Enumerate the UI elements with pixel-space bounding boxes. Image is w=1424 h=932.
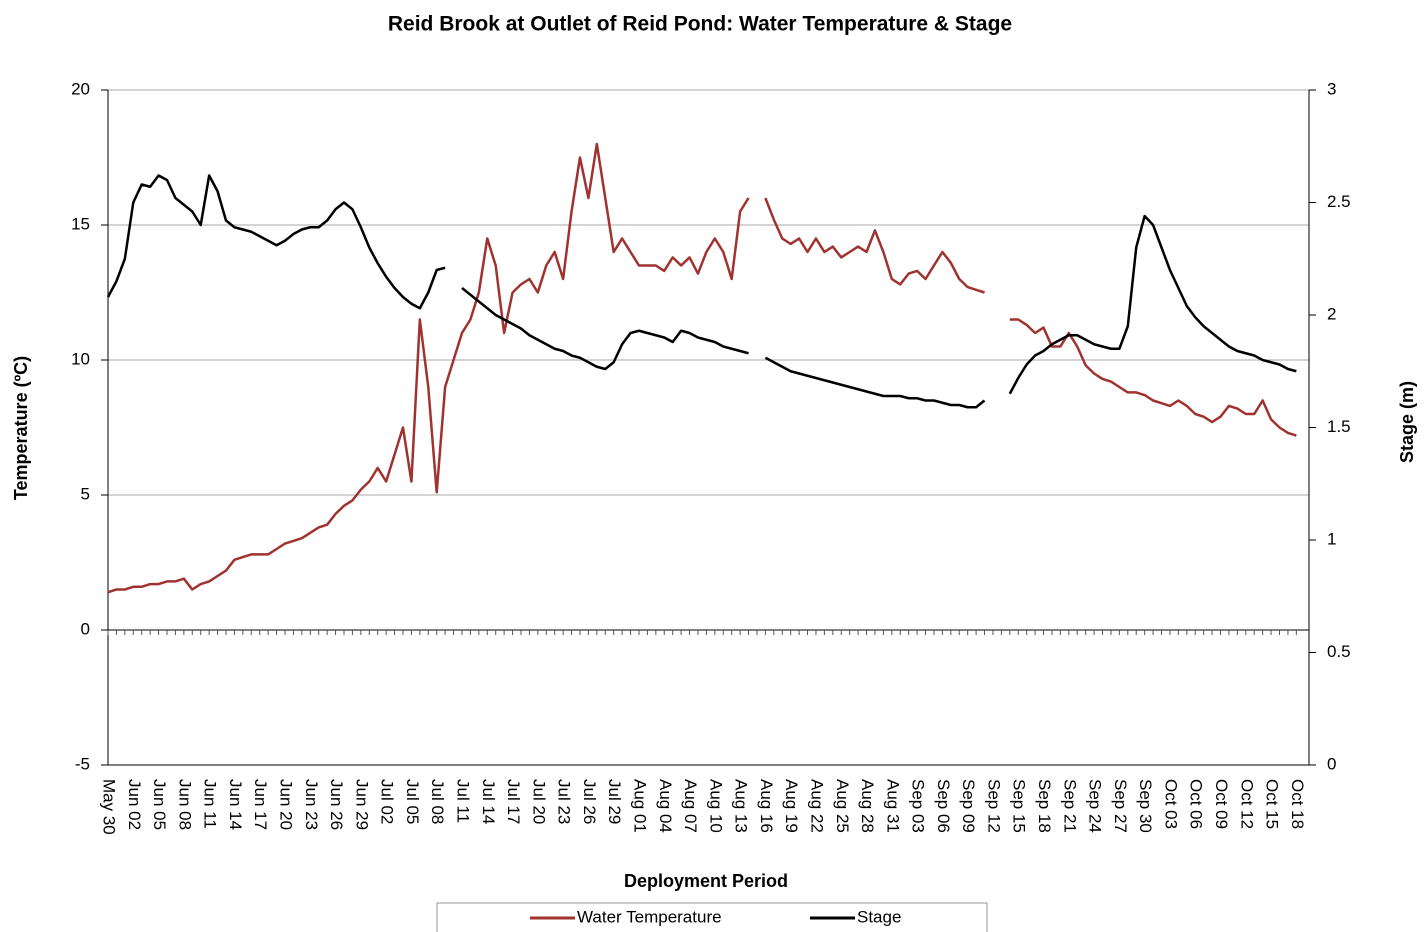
series-line [107, 142, 1297, 594]
x-tick-label: Aug 13 [732, 779, 751, 833]
x-tick-label: Sep 30 [1136, 779, 1155, 833]
x-tick-label: Jun 29 [352, 779, 371, 830]
x-tick-label: Aug 01 [630, 779, 649, 833]
x-tick-label: Oct 09 [1212, 779, 1231, 829]
x-tick-label: Sep 06 [934, 779, 953, 833]
y2-tick-label: 2 [1327, 304, 1336, 323]
x-tick-label: Jun 20 [277, 779, 296, 830]
x-tick-label: Aug 04 [656, 779, 675, 833]
legend-label: Stage [857, 907, 901, 926]
x-tick-label: Jun 02 [125, 779, 144, 830]
y2-tick-label: 3 [1327, 79, 1336, 98]
x-tick-label: Jul 05 [403, 779, 422, 824]
series-line [106, 174, 1297, 409]
y2-tick-label: 0.5 [1327, 642, 1351, 661]
x-tick-label: Sep 27 [1111, 779, 1130, 833]
legend-box [436, 902, 988, 932]
x-tick-label: Sep 09 [959, 779, 978, 833]
chart-title: Reid Brook at Outlet of Reid Pond: Water… [388, 13, 1012, 36]
x-tick-label: Oct 12 [1237, 779, 1256, 829]
x-tick-label: Sep 21 [1060, 779, 1079, 833]
x-tick-label: Jul 26 [580, 779, 599, 824]
y2-axis-title: Stage (m) [1397, 381, 1417, 463]
x-tick-label: Jun 17 [251, 779, 270, 830]
x-tick-label: Oct 06 [1187, 779, 1206, 829]
x-tick-label: Oct 15 [1263, 779, 1282, 829]
x-tick-label: Sep 03 [909, 779, 928, 833]
x-tick-label: Jul 14 [479, 779, 498, 824]
x-tick-label: Oct 03 [1161, 779, 1180, 829]
x-tick-label: Jul 20 [529, 779, 548, 824]
x-tick-label: Aug 16 [757, 779, 776, 833]
x-tick-label: Aug 22 [807, 779, 826, 833]
y-axis-title: Temperature (ºC) [11, 356, 31, 500]
x-tick-label: Aug 25 [833, 779, 852, 833]
x-tick-label: Jul 17 [504, 779, 523, 824]
x-tick-label: Sep 12 [984, 779, 1003, 833]
x-tick-label: Aug 10 [706, 779, 725, 833]
y-tick-label: -5 [75, 754, 90, 773]
y-tick-label: 10 [71, 349, 90, 368]
x-axis-title: Deployment Period [624, 871, 788, 891]
y2-tick-label: 2.5 [1327, 192, 1351, 211]
x-tick-label: Oct 18 [1288, 779, 1307, 829]
legend-label: Water Temperature [577, 907, 722, 926]
x-tick-label: May 30 [100, 779, 119, 835]
x-tick-label: Jul 23 [555, 779, 574, 824]
y2-tick-label: 1.5 [1327, 417, 1351, 436]
x-tick-label: Jun 14 [226, 779, 245, 830]
x-tick-label: Sep 15 [1010, 779, 1029, 833]
x-tick-label: Sep 24 [1086, 779, 1105, 833]
x-tick-label: Jun 08 [175, 779, 194, 830]
y-tick-label: 5 [81, 484, 90, 503]
y2-tick-label: 0 [1327, 754, 1336, 773]
x-tick-label: Jun 23 [302, 779, 321, 830]
x-tick-label: Jun 26 [327, 779, 346, 830]
y2-tick-label: 1 [1327, 529, 1336, 548]
x-tick-label: Aug 19 [782, 779, 801, 833]
x-tick-label: Jun 05 [150, 779, 169, 830]
x-tick-label: Jun 11 [201, 779, 220, 829]
x-tick-label: Jul 29 [605, 779, 624, 824]
x-tick-label: Sep 18 [1035, 779, 1054, 833]
y-tick-label: 0 [81, 619, 90, 638]
x-tick-label: Jul 08 [428, 779, 447, 824]
x-tick-label: Jul 11 [453, 779, 472, 823]
x-tick-label: Aug 31 [883, 779, 902, 833]
x-tick-label: Aug 28 [858, 779, 877, 833]
x-tick-label: Aug 07 [681, 779, 700, 833]
x-tick-label: Jul 02 [378, 779, 397, 824]
y-tick-label: 20 [71, 79, 90, 98]
y-tick-label: 15 [71, 214, 90, 233]
